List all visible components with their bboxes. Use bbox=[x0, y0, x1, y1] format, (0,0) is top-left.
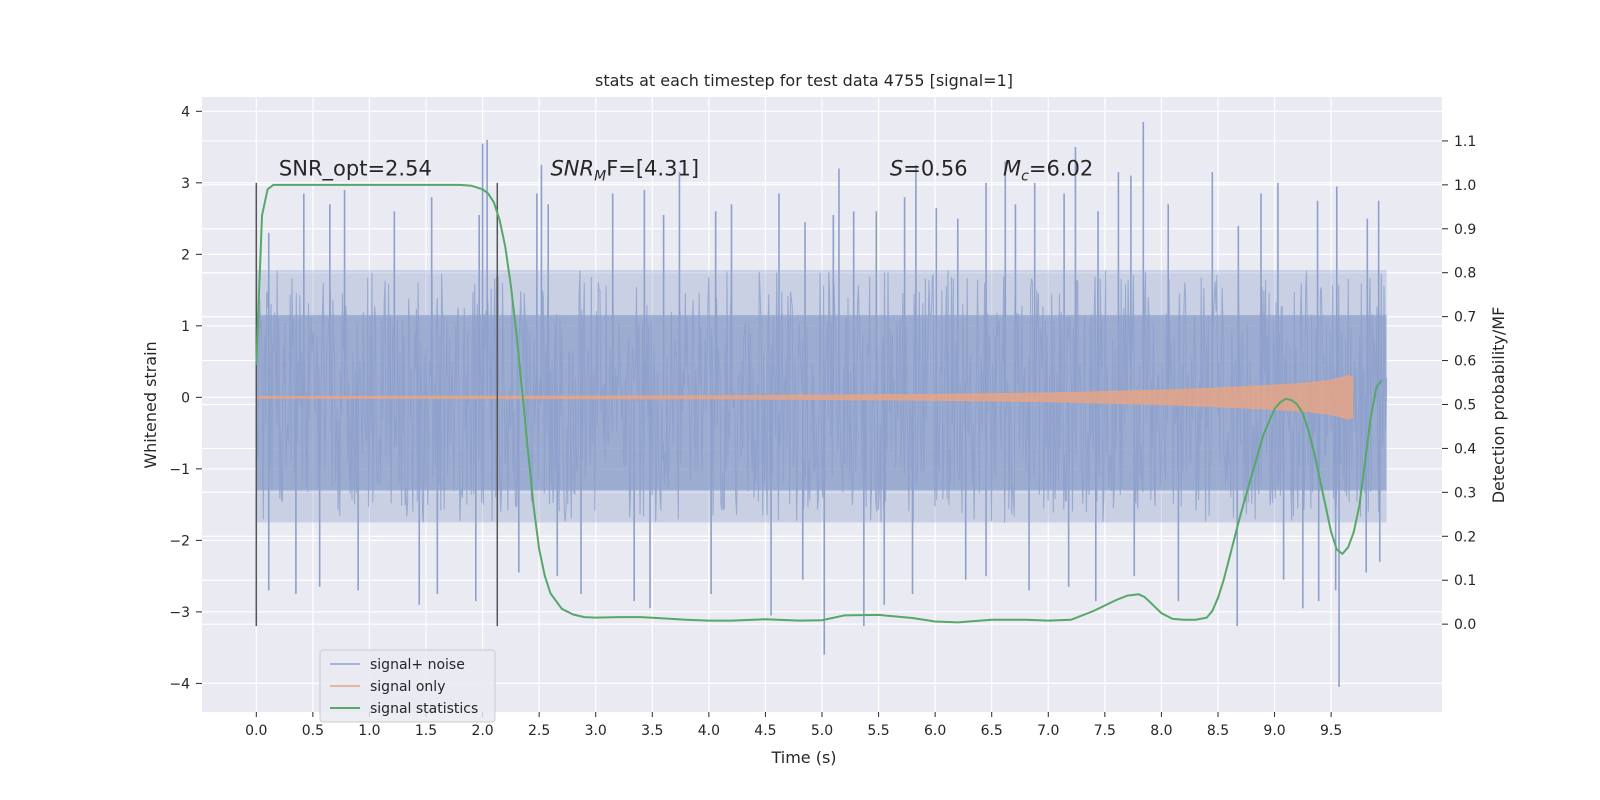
annotation-snr_opt: SNR_opt=2.54 bbox=[279, 157, 432, 182]
x-tick-label: 6.5 bbox=[981, 723, 1003, 739]
x-tick-label: 8.5 bbox=[1207, 723, 1229, 739]
x-tick-label: 7.5 bbox=[1094, 723, 1116, 739]
annotations: SNR_opt=2.54 SNRMF=[4.31] S=0.56 Mc=6.02 bbox=[279, 157, 1093, 185]
x-axis-label: Time (s) bbox=[770, 748, 836, 767]
y-tick-label: −2 bbox=[169, 533, 190, 549]
legend: signal+ noise signal only signal statist… bbox=[319, 649, 496, 723]
y2-tick-label: 0.9 bbox=[1454, 222, 1476, 238]
x-tick-label: 2.0 bbox=[471, 723, 493, 739]
x-tick-label: 0.5 bbox=[302, 723, 324, 739]
x-tick-label: 3.5 bbox=[641, 723, 663, 739]
y2-tick-label: 0.4 bbox=[1454, 441, 1476, 457]
y-tick-label: 0 bbox=[181, 390, 190, 406]
y2-tick-label: 0.5 bbox=[1454, 398, 1476, 414]
y2-tick-label: 1.1 bbox=[1454, 134, 1476, 150]
annotation-snr_mf: SNRMF=[4.31] bbox=[550, 157, 699, 185]
vertical-markers bbox=[255, 182, 499, 627]
y-tick-label: 4 bbox=[181, 104, 190, 120]
y-axis-label: Whitened strain bbox=[141, 341, 160, 468]
x-tick-label: 7.0 bbox=[1037, 723, 1059, 739]
y2-tick-label: 0.2 bbox=[1454, 529, 1476, 545]
x-tick-label: 1.0 bbox=[358, 723, 380, 739]
annotation-s: S=0.56 bbox=[890, 157, 968, 181]
legend-label-signal-only: signal only bbox=[370, 679, 445, 695]
x-tick-label: 5.0 bbox=[811, 723, 833, 739]
x-tick-label: 6.0 bbox=[924, 723, 946, 739]
x-tick-label: 4.5 bbox=[754, 723, 776, 739]
y-tick-label: 2 bbox=[181, 247, 190, 263]
y2-tick-label: 0.1 bbox=[1454, 573, 1476, 589]
series-signal-statistics bbox=[255, 183, 1383, 624]
y-tick-label: 3 bbox=[181, 176, 190, 192]
y-tick-label: 1 bbox=[181, 319, 190, 335]
annotation-mc: Mc=6.02 bbox=[1003, 157, 1093, 185]
signal-only-chirp bbox=[255, 374, 1354, 420]
x-tick-label: 2.5 bbox=[528, 723, 550, 739]
y2-tick-label: 0.6 bbox=[1454, 354, 1476, 370]
legend-label-signal-statistics: signal statistics bbox=[370, 701, 478, 717]
x-axis-ticks: 0.0 0.5 1.0 1.5 2.0 2.5 3.0 3.5 4.0 4.5 5.0 5.5 6.0 6… bbox=[245, 712, 1342, 739]
legend-label-signal-noise: signal+ noise bbox=[370, 657, 465, 673]
y2-tick-label: 1.0 bbox=[1454, 178, 1476, 194]
x-tick-label: 5.5 bbox=[867, 723, 889, 739]
x-tick-label: 0.0 bbox=[245, 723, 267, 739]
y2-axis-label: Detection probability/MF bbox=[1489, 307, 1508, 504]
x-tick-label: 1.5 bbox=[415, 723, 437, 739]
y2-axis-ticks: 0.0 0.1 0.2 0.3 0.4 0.5 0.6 0.7 0.8 0.9 1.0 1.1 bbox=[1442, 134, 1476, 633]
legend-box bbox=[319, 649, 496, 723]
x-tick-label: 3.0 bbox=[585, 723, 607, 739]
chart-title: stats at each timestep for test data 475… bbox=[595, 71, 1013, 90]
y-tick-label: −3 bbox=[169, 605, 190, 621]
x-tick-label: 4.0 bbox=[698, 723, 720, 739]
y2-tick-label: 0.7 bbox=[1454, 310, 1476, 326]
x-tick-label: 9.0 bbox=[1263, 723, 1285, 739]
y-tick-label: −4 bbox=[169, 676, 190, 692]
x-tick-label: 8.0 bbox=[1150, 723, 1172, 739]
y2-tick-label: 0.3 bbox=[1454, 485, 1476, 501]
y-tick-label: −1 bbox=[169, 462, 190, 478]
x-tick-label: 9.5 bbox=[1320, 723, 1342, 739]
y2-tick-label: 0.8 bbox=[1454, 266, 1476, 282]
y-axis-ticks: −4 −3 −2 −1 0 1 2 3 4 bbox=[169, 104, 202, 692]
signal-statistics-line bbox=[255, 183, 1383, 624]
series-signal-only bbox=[255, 374, 1354, 420]
y2-tick-label: 0.0 bbox=[1454, 617, 1476, 633]
